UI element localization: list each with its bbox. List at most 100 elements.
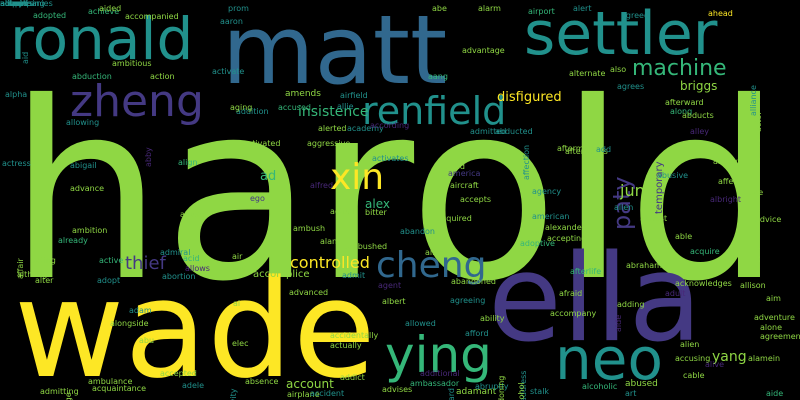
cloud-word: alongside bbox=[110, 319, 149, 328]
cloud-word: settler bbox=[524, 0, 718, 69]
cloud-word: prom bbox=[228, 4, 249, 13]
cloud-word: aging bbox=[230, 103, 253, 112]
cloud-word: act bbox=[0, 0, 13, 8]
cloud-word: cable bbox=[683, 371, 705, 380]
cloud-word: agreeing bbox=[450, 296, 486, 305]
cloud-word: advanced bbox=[289, 288, 329, 297]
cloud-word: aided bbox=[0, 0, 23, 8]
cloud-word: actor bbox=[754, 111, 763, 132]
cloud-word: ahead bbox=[708, 9, 733, 18]
cloud-word: allowing bbox=[66, 118, 100, 127]
cloud-word: adding bbox=[617, 300, 645, 309]
cloud-word: abraham bbox=[626, 261, 662, 270]
cloud-word: insistence bbox=[298, 104, 369, 120]
cloud-word: elec bbox=[232, 339, 249, 348]
cloud-word: stalk bbox=[530, 387, 550, 396]
cloud-word: admit bbox=[342, 271, 366, 280]
cloud-word: adopts bbox=[0, 0, 28, 8]
cloud-word: allie bbox=[337, 102, 354, 111]
cloud-word: abandoning bbox=[497, 375, 506, 400]
cloud-word: renfield bbox=[362, 89, 507, 133]
cloud-word: abigail bbox=[70, 161, 97, 170]
cloud-word: afterward bbox=[665, 98, 704, 107]
cloud-word: abused bbox=[625, 379, 658, 389]
cloud-word: alternate bbox=[569, 69, 606, 78]
cloud-word: aide bbox=[614, 314, 623, 332]
cloud-word: affect bbox=[718, 177, 741, 186]
cloud-word: ego bbox=[250, 194, 265, 203]
cloud-word: airplane bbox=[287, 390, 320, 399]
cloud-word: ad bbox=[260, 169, 277, 184]
cloud-word: alone bbox=[760, 323, 783, 332]
cloud-word: abuse bbox=[180, 210, 205, 219]
cloud-word: thief bbox=[125, 253, 166, 274]
cloud-word: disfigured bbox=[497, 90, 562, 105]
cloud-word: aide bbox=[766, 389, 784, 398]
cloud-word: acquire bbox=[690, 247, 720, 256]
cloud-word: aaron bbox=[220, 17, 243, 26]
cloud-word: aid bbox=[21, 51, 30, 64]
cloud-word: ronald bbox=[10, 5, 194, 73]
cloud-word: wade bbox=[14, 251, 376, 400]
cloud-word: acquired bbox=[437, 214, 472, 223]
cloud-word: advantage bbox=[462, 46, 505, 55]
cloud-word: also bbox=[610, 65, 627, 74]
cloud-word: abortion bbox=[162, 272, 196, 281]
cloud-word: ambitious bbox=[112, 59, 152, 68]
cloud-word: acknowledges bbox=[675, 279, 732, 288]
cloud-word: accident bbox=[310, 389, 345, 398]
cloud-word: activates bbox=[372, 154, 409, 163]
cloud-word: allows bbox=[185, 264, 210, 273]
cloud-word: xin bbox=[330, 157, 385, 198]
cloud-word: activate bbox=[212, 67, 245, 76]
cloud-word: ability bbox=[480, 314, 505, 323]
cloud-word: abruptly bbox=[475, 382, 509, 391]
cloud-word: acquires bbox=[0, 0, 34, 8]
cloud-word: cheng bbox=[376, 245, 487, 286]
cloud-word: acquaintance bbox=[92, 384, 147, 393]
cloud-word: ying bbox=[385, 326, 492, 384]
cloud-word: machine bbox=[632, 56, 727, 81]
cloud-word: ahmad bbox=[0, 0, 28, 8]
cloud-word: adventure bbox=[754, 313, 795, 322]
cloud-word: alex bbox=[365, 197, 390, 211]
cloud-word: affection bbox=[522, 144, 531, 180]
cloud-word: briggs bbox=[680, 79, 718, 93]
cloud-word: aggressive bbox=[307, 139, 351, 148]
cloud-word: agrees bbox=[617, 82, 645, 91]
cloud-word: adopt bbox=[97, 276, 121, 285]
cloud-word: able bbox=[675, 232, 693, 241]
cloud-word: airfield bbox=[340, 91, 368, 100]
cloud-word: ambassador bbox=[410, 379, 460, 388]
cloud-word: although bbox=[17, 270, 53, 279]
cloud-word: almost bbox=[640, 214, 668, 223]
cloud-word: bitter bbox=[365, 208, 387, 217]
cloud-word: aircraft bbox=[450, 181, 479, 190]
cloud-word: adam bbox=[129, 306, 152, 315]
cloud-word: ambush bbox=[293, 224, 326, 233]
cloud-word: account bbox=[286, 377, 334, 391]
cloud-word: advertising bbox=[0, 0, 45, 8]
cloud-word: america bbox=[448, 169, 481, 178]
cloud-word: neo bbox=[555, 325, 663, 393]
cloud-word: activity bbox=[229, 389, 238, 400]
cloud-word: airport bbox=[528, 7, 555, 16]
cloud-word: actually bbox=[330, 341, 362, 350]
cloud-word: absence bbox=[245, 377, 279, 386]
cloud-word: albright bbox=[710, 195, 741, 204]
cloud-word: afraid bbox=[559, 289, 583, 298]
cloud-word: agreement bbox=[760, 332, 800, 341]
cloud-word: accepts bbox=[460, 195, 492, 204]
cloud-word: abu bbox=[139, 336, 155, 345]
cloud-word: ace bbox=[749, 188, 764, 197]
cloud-word: alan bbox=[320, 237, 338, 246]
cloud-word: art bbox=[625, 389, 637, 398]
cloud-word: agreed bbox=[621, 11, 650, 20]
cloud-word: abandon bbox=[400, 227, 435, 236]
cloud-word: alien bbox=[614, 203, 634, 212]
cloud-word: allowed bbox=[405, 319, 436, 328]
cloud-word: alarm bbox=[478, 4, 501, 13]
cloud-word: accused bbox=[278, 103, 311, 112]
cloud-word: abducted bbox=[495, 127, 533, 136]
